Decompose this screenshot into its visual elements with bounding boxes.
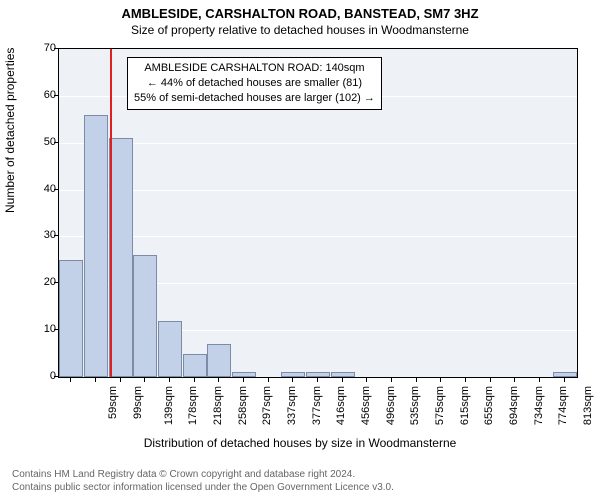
x-tick-label: 218sqm bbox=[212, 386, 224, 425]
x-tick-mark bbox=[144, 378, 145, 382]
x-tick-label: 734sqm bbox=[533, 386, 545, 425]
x-tick-mark bbox=[391, 378, 392, 382]
y-tick-mark bbox=[54, 95, 58, 96]
x-tick-mark bbox=[514, 378, 515, 382]
x-tick-label: 496sqm bbox=[385, 386, 397, 425]
x-tick-label: 99sqm bbox=[132, 386, 144, 419]
bar bbox=[232, 372, 256, 377]
x-tick-label: 655sqm bbox=[483, 386, 495, 425]
x-tick-mark bbox=[564, 378, 565, 382]
y-tick-label: 20 bbox=[32, 276, 56, 288]
annotation-line: AMBLESIDE CARSHALTON ROAD: 140sqm bbox=[134, 61, 375, 76]
y-tick-label: 60 bbox=[32, 89, 56, 101]
x-axis-label: Distribution of detached houses by size … bbox=[0, 436, 600, 450]
x-tick-label: 694sqm bbox=[508, 386, 520, 425]
grid-line bbox=[59, 236, 577, 237]
chart-title: AMBLESIDE, CARSHALTON ROAD, BANSTEAD, SM… bbox=[0, 0, 600, 21]
x-tick-label: 615sqm bbox=[459, 386, 471, 425]
x-tick-mark bbox=[243, 378, 244, 382]
x-tick-mark bbox=[490, 378, 491, 382]
x-tick-mark bbox=[95, 378, 96, 382]
x-tick-mark bbox=[440, 378, 441, 382]
x-tick-mark bbox=[366, 378, 367, 382]
x-tick-mark bbox=[70, 378, 71, 382]
x-tick-mark bbox=[465, 378, 466, 382]
x-tick-mark bbox=[342, 378, 343, 382]
annotation-box: AMBLESIDE CARSHALTON ROAD: 140sqm← 44% o… bbox=[127, 57, 382, 110]
bar bbox=[84, 115, 108, 377]
bar bbox=[331, 372, 355, 377]
y-tick-mark bbox=[54, 235, 58, 236]
y-axis-label: Number of detached properties bbox=[3, 48, 17, 213]
y-tick-label: 30 bbox=[32, 229, 56, 241]
y-tick-label: 0 bbox=[32, 370, 56, 382]
footer-line-1: Contains HM Land Registry data © Crown c… bbox=[12, 468, 394, 481]
y-tick-mark bbox=[54, 376, 58, 377]
footer-attribution: Contains HM Land Registry data © Crown c… bbox=[12, 468, 394, 494]
chart-subtitle: Size of property relative to detached ho… bbox=[0, 21, 600, 37]
x-tick-mark bbox=[292, 378, 293, 382]
x-tick-label: 416sqm bbox=[335, 386, 347, 425]
y-tick-mark bbox=[54, 282, 58, 283]
x-tick-mark bbox=[194, 378, 195, 382]
x-tick-label: 575sqm bbox=[434, 386, 446, 425]
x-tick-label: 337sqm bbox=[286, 386, 298, 425]
x-tick-label: 774sqm bbox=[557, 386, 569, 425]
x-tick-mark bbox=[416, 378, 417, 382]
y-tick-label: 70 bbox=[32, 42, 56, 54]
x-tick-mark bbox=[268, 378, 269, 382]
bar bbox=[59, 260, 83, 377]
x-tick-mark bbox=[539, 378, 540, 382]
y-tick-mark bbox=[54, 189, 58, 190]
x-tick-label: 139sqm bbox=[163, 386, 175, 425]
x-tick-label: 297sqm bbox=[261, 386, 273, 425]
y-tick-mark bbox=[54, 48, 58, 49]
x-tick-label: 535sqm bbox=[409, 386, 421, 425]
y-tick-label: 50 bbox=[32, 136, 56, 148]
x-tick-label: 178sqm bbox=[187, 386, 199, 425]
bar bbox=[158, 321, 182, 377]
x-tick-label: 456sqm bbox=[360, 386, 372, 425]
grid-line bbox=[59, 190, 577, 191]
bar bbox=[553, 372, 577, 377]
bar bbox=[109, 138, 133, 377]
marker-line bbox=[110, 49, 112, 377]
annotation-line: 55% of semi-detached houses are larger (… bbox=[134, 91, 375, 106]
x-tick-label: 258sqm bbox=[237, 386, 249, 425]
x-tick-label: 377sqm bbox=[311, 386, 323, 425]
y-tick-label: 10 bbox=[32, 323, 56, 335]
y-tick-label: 40 bbox=[32, 183, 56, 195]
bar bbox=[306, 372, 330, 377]
bar bbox=[133, 255, 157, 377]
y-tick-mark bbox=[54, 329, 58, 330]
x-tick-mark bbox=[120, 378, 121, 382]
x-tick-mark bbox=[169, 378, 170, 382]
annotation-line: ← 44% of detached houses are smaller (81… bbox=[134, 76, 375, 91]
bar bbox=[183, 354, 207, 377]
x-tick-mark bbox=[218, 378, 219, 382]
x-tick-label: 59sqm bbox=[107, 386, 119, 419]
chart-container: AMBLESIDE, CARSHALTON ROAD, BANSTEAD, SM… bbox=[0, 0, 600, 500]
plot-area: AMBLESIDE CARSHALTON ROAD: 140sqm← 44% o… bbox=[58, 48, 578, 378]
bar bbox=[281, 372, 305, 377]
x-tick-mark bbox=[317, 378, 318, 382]
x-tick-label: 813sqm bbox=[582, 386, 594, 425]
bar bbox=[207, 344, 231, 377]
footer-line-2: Contains public sector information licen… bbox=[12, 481, 394, 494]
grid-line bbox=[59, 143, 577, 144]
y-tick-mark bbox=[54, 142, 58, 143]
